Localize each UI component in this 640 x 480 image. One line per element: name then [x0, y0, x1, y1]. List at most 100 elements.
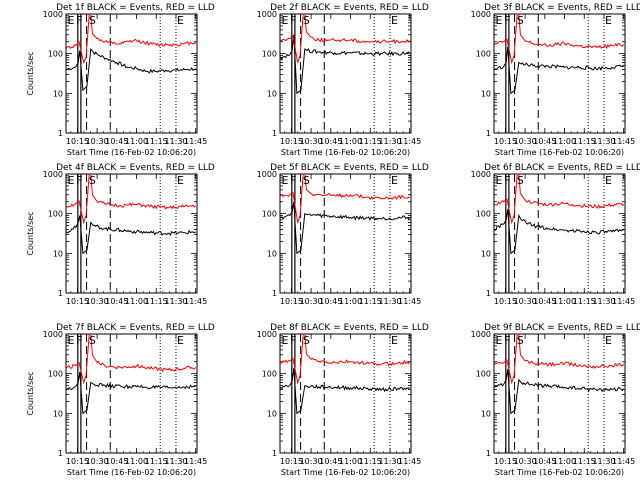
y-tick-label: 10 [267, 89, 277, 98]
x-tick-label: 10:45 [533, 137, 556, 146]
x-tick-label: 11:00 [125, 457, 148, 466]
y-tick-label: 10 [481, 89, 491, 98]
flag-annotation: F [504, 174, 510, 187]
lld-series-line [494, 174, 625, 225]
lld-series-line [280, 174, 411, 223]
chart-panel-1: Det 1f BLACK = Events, RED = LLD 1 10 100 10… [26, 3, 215, 157]
flag-annotation: S [517, 174, 524, 187]
x-tick-label: 10:45 [105, 297, 128, 306]
flag-annotation: S [517, 334, 524, 347]
events-series-line [280, 201, 411, 255]
plot-frame [279, 13, 412, 134]
plot-area [66, 334, 197, 453]
events-series-line [280, 367, 411, 415]
x-tick-label: 10:45 [105, 457, 128, 466]
x-tick-label: 10:15 [494, 137, 517, 146]
y-tick-label: 1 [486, 449, 491, 458]
y-tick-label: 1 [58, 129, 63, 138]
x-tick-label: 10:15 [66, 457, 89, 466]
flag-annotation: E [605, 174, 612, 187]
plot-frame [279, 173, 412, 294]
flag-annotation: S [89, 334, 96, 347]
panel-title: Det 9f BLACK = Events, RED = LLD [484, 323, 640, 333]
flag-annotation: E [281, 174, 288, 187]
y-tick-label: 100 [48, 50, 63, 59]
x-tick-label: 10:45 [533, 297, 556, 306]
plot-area [66, 174, 197, 293]
flag-annotation: F [290, 174, 296, 187]
flag-annotation: S [89, 174, 96, 187]
flag-annotation: E [391, 14, 398, 27]
x-tick-label: 11:15 [145, 137, 168, 146]
x-tick-label: 11:15 [573, 297, 596, 306]
x-tick-label: 10:15 [494, 457, 517, 466]
flag-annotation: E [67, 334, 74, 347]
x-tick-label: 11:15 [145, 457, 168, 466]
lld-series-line [66, 334, 197, 385]
flag-annotation: E [67, 14, 74, 27]
chart-panel-4: Det 4f BLACK = Events, RED = LLD 1 10 100 10… [26, 163, 215, 306]
x-tick-label: 11:45 [612, 137, 635, 146]
x-tick-label: 11:30 [164, 137, 187, 146]
chart-panel-8: Det 8f BLACK = Events, RED = LLD 1 10 100 10… [257, 323, 429, 477]
plot-area [280, 14, 411, 133]
x-tick-label: 11:15 [359, 297, 382, 306]
x-tick-label: 11:00 [125, 137, 148, 146]
panel-title: Det 4f BLACK = Events, RED = LLD [56, 163, 215, 173]
plot-frame [493, 333, 626, 454]
x-tick-label: 11:45 [184, 457, 207, 466]
flag-annotation: E [67, 174, 74, 187]
y-tick-label: 10 [481, 409, 491, 418]
flag-annotation: F [76, 174, 82, 187]
x-tick-label: 11:30 [378, 137, 401, 146]
x-tick-label: 11:45 [612, 457, 635, 466]
y-tick-label: 1 [486, 129, 491, 138]
x-tick-label: 11:00 [553, 137, 576, 146]
y-tick-label: 100 [262, 370, 277, 379]
flag-annotation: E [605, 14, 612, 27]
x-tick-label: 10:15 [66, 137, 89, 146]
y-tick-label: 1000 [257, 10, 277, 19]
y-axis-label: Counts/sec [26, 211, 35, 255]
flag-annotation: E [391, 174, 398, 187]
y-tick-label: 100 [48, 370, 63, 379]
x-axis-label: Start Time (16-Feb-02 10:06:20) [495, 468, 624, 477]
x-axis-label: Start Time (16-Feb-02 10:06:20) [67, 148, 196, 157]
panel-title: Det 7f BLACK = Events, RED = LLD [56, 323, 215, 333]
x-tick-label: 11:30 [592, 137, 615, 146]
x-tick-label: 11:00 [339, 137, 362, 146]
x-tick-label: 11:00 [339, 457, 362, 466]
chart-panel-5: Det 5f BLACK = Events, RED = LLD 1 10 100 10… [257, 163, 429, 306]
flag-annotation: E [177, 14, 184, 27]
plot-frame [493, 13, 626, 134]
x-tick-label: 11:00 [553, 297, 576, 306]
x-axis-label: Start Time (16-Feb-02 10:06:20) [281, 468, 410, 477]
x-tick-label: 11:15 [573, 457, 596, 466]
flag-annotation: F [504, 14, 510, 27]
x-tick-label: 10:15 [494, 297, 517, 306]
flag-annotation: F [290, 14, 296, 27]
plot-area [494, 174, 625, 293]
x-tick-label: 10:30 [514, 137, 537, 146]
plot-frame [65, 173, 198, 294]
y-tick-label: 100 [262, 50, 277, 59]
x-tick-label: 11:30 [592, 457, 615, 466]
panel-title: Det 2f BLACK = Events, RED = LLD [270, 3, 429, 13]
events-series-line [280, 34, 410, 95]
x-tick-label: 11:30 [378, 457, 401, 466]
flag-annotation: S [89, 14, 96, 27]
plot-frame [493, 173, 626, 294]
flag-annotation: E [177, 174, 184, 187]
y-tick-label: 10 [481, 249, 491, 258]
y-tick-label: 1 [272, 449, 277, 458]
y-tick-label: 10 [53, 249, 63, 258]
flag-annotation: S [517, 14, 524, 27]
flag-annotation: S [303, 174, 310, 187]
x-tick-label: 10:45 [319, 297, 342, 306]
events-series-line [66, 371, 196, 415]
y-axis-label: Counts/sec [26, 371, 35, 415]
y-tick-label: 100 [48, 210, 63, 219]
x-tick-label: 10:45 [319, 457, 342, 466]
flag-annotation: F [504, 334, 510, 347]
lld-series-line [280, 334, 411, 385]
